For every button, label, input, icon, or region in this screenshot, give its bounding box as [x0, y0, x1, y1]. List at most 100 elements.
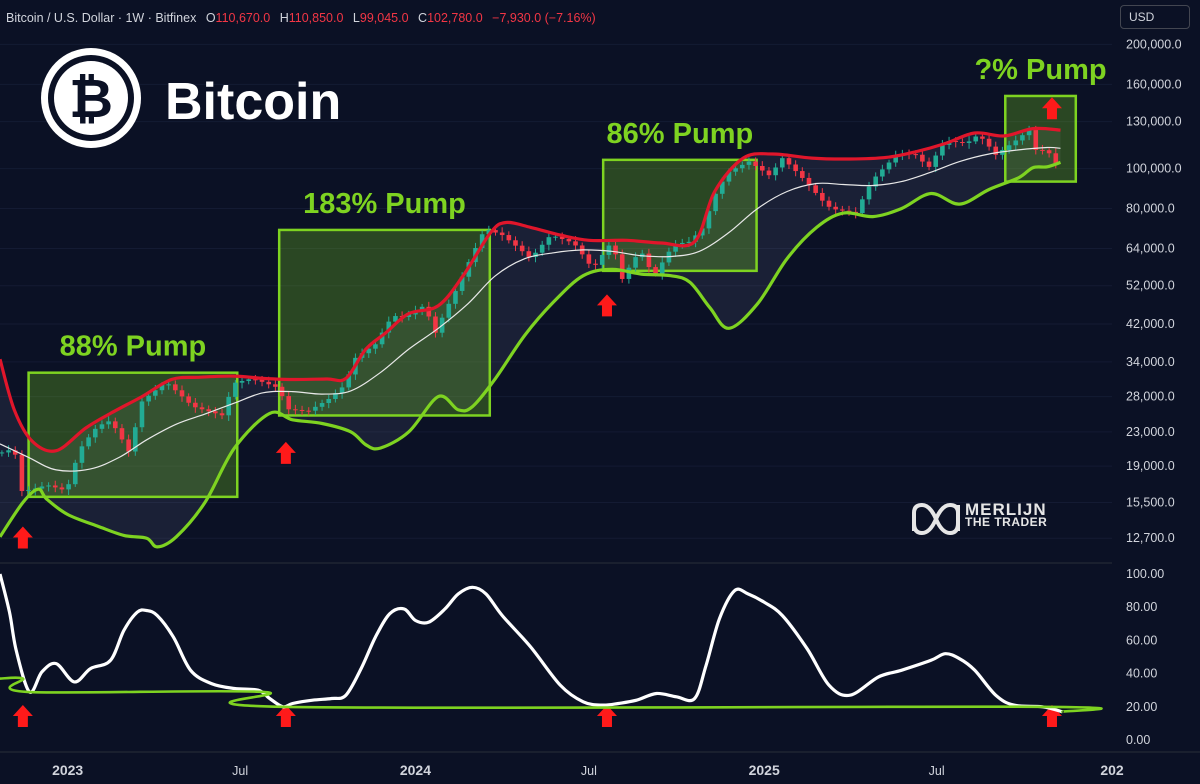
symbol-title[interactable]: Bitcoin / U.S. Dollar · 1W · Bitfinex — [6, 11, 197, 25]
candle[interactable] — [966, 136, 972, 149]
oscillator-axis[interactable]: 100.00 80.00 60.00 40.00 20.00 0.00 — [1126, 567, 1164, 747]
candle[interactable] — [746, 157, 752, 170]
candle[interactable] — [179, 385, 185, 402]
candle[interactable] — [780, 153, 785, 172]
time-axis[interactable]: 2023 Jul 2024 Jul 2025 Jul 202 — [0, 751, 1200, 778]
candle[interactable] — [766, 167, 772, 180]
candle[interactable] — [326, 394, 332, 409]
candle[interactable] — [920, 149, 925, 168]
candle[interactable] — [126, 434, 131, 457]
candle[interactable] — [619, 249, 625, 283]
candle[interactable] — [646, 248, 652, 273]
candle[interactable] — [133, 423, 138, 456]
candle[interactable] — [973, 133, 979, 145]
candle[interactable] — [539, 240, 545, 256]
candle[interactable] — [52, 480, 58, 493]
candle[interactable] — [193, 398, 198, 413]
candle[interactable] — [293, 404, 298, 415]
candle[interactable] — [286, 391, 292, 415]
candle[interactable] — [333, 389, 338, 403]
candle[interactable] — [99, 420, 105, 434]
candle[interactable] — [673, 240, 678, 257]
candle[interactable] — [873, 172, 878, 191]
candle[interactable] — [800, 167, 805, 182]
candle[interactable] — [893, 150, 898, 167]
candle[interactable] — [499, 227, 505, 241]
candle[interactable] — [453, 286, 458, 309]
candle[interactable] — [379, 328, 385, 348]
candle[interactable] — [1046, 147, 1052, 158]
candle[interactable] — [886, 159, 892, 174]
candle[interactable] — [139, 397, 145, 433]
candle[interactable] — [1033, 125, 1039, 155]
candle[interactable] — [860, 195, 865, 217]
candle[interactable] — [273, 380, 278, 392]
candle[interactable] — [92, 424, 98, 443]
candle[interactable] — [186, 393, 191, 407]
candle[interactable] — [820, 188, 825, 207]
candle[interactable] — [826, 196, 832, 211]
candle[interactable] — [206, 405, 211, 417]
candle[interactable] — [59, 483, 65, 494]
candle[interactable] — [880, 164, 885, 182]
price-axis[interactable]: 200,000.0 160,000.0 130,000.0 100,000.0 80,0… — [1126, 37, 1182, 545]
candle[interactable] — [986, 134, 992, 151]
candle[interactable] — [833, 202, 838, 215]
candle[interactable] — [446, 299, 452, 323]
candle[interactable] — [926, 157, 932, 171]
candle[interactable] — [26, 486, 31, 495]
candle[interactable] — [213, 406, 218, 419]
candle[interactable] — [793, 160, 798, 177]
candle[interactable] — [519, 241, 525, 256]
candle[interactable] — [773, 163, 778, 181]
candle[interactable] — [199, 402, 205, 414]
currency-button[interactable]: USD — [1120, 5, 1190, 29]
candle[interactable] — [546, 232, 552, 251]
candle[interactable] — [386, 316, 392, 339]
candle[interactable] — [759, 161, 765, 176]
candle[interactable] — [373, 340, 378, 354]
candle[interactable] — [506, 231, 512, 244]
candle[interactable] — [86, 433, 91, 450]
candle[interactable] — [753, 157, 758, 171]
candle[interactable] — [993, 141, 999, 160]
candle[interactable] — [233, 380, 238, 400]
candle[interactable] — [1040, 144, 1045, 155]
candle[interactable] — [593, 259, 598, 270]
candle[interactable] — [433, 312, 438, 338]
candle[interactable] — [19, 450, 25, 497]
candle[interactable] — [739, 161, 745, 173]
candle[interactable] — [633, 252, 638, 273]
candle[interactable] — [599, 250, 605, 270]
candle[interactable] — [12, 446, 18, 459]
candle[interactable] — [1013, 135, 1019, 151]
candle[interactable] — [960, 138, 965, 147]
candle[interactable] — [0, 450, 5, 457]
candle[interactable] — [6, 445, 11, 457]
candle[interactable] — [1020, 131, 1025, 145]
candle[interactable] — [813, 182, 818, 196]
candle[interactable] — [66, 479, 71, 495]
candle[interactable] — [479, 230, 485, 252]
candlesticks[interactable] — [0, 125, 1059, 497]
candle[interactable] — [513, 236, 518, 252]
candle[interactable] — [119, 424, 125, 444]
candle[interactable] — [933, 151, 939, 173]
candle[interactable] — [46, 482, 51, 492]
candle[interactable] — [79, 441, 85, 469]
candle[interactable] — [339, 382, 345, 399]
candle[interactable] — [586, 249, 592, 269]
candle[interactable] — [299, 405, 305, 416]
candle[interactable] — [112, 417, 118, 434]
candle[interactable] — [173, 380, 178, 395]
candle[interactable] — [106, 416, 111, 429]
candle[interactable] — [806, 172, 812, 192]
candle[interactable] — [319, 399, 325, 411]
candle[interactable] — [713, 189, 718, 216]
candle[interactable] — [219, 408, 225, 420]
candle[interactable] — [426, 301, 432, 321]
candle[interactable] — [613, 241, 618, 260]
candle[interactable] — [306, 407, 312, 416]
candle[interactable] — [226, 392, 231, 421]
